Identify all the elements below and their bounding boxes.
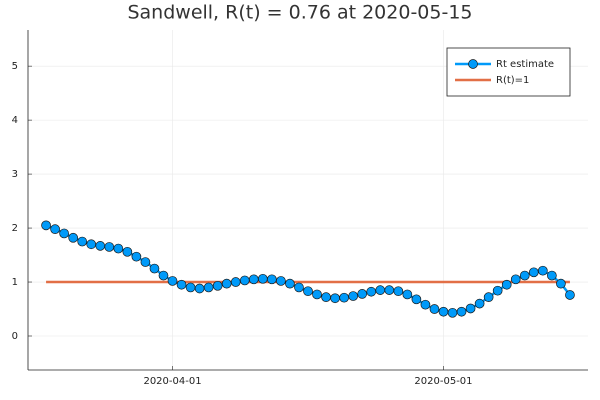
data-point (438, 306, 449, 317)
data-point (565, 290, 575, 300)
data-point (158, 270, 169, 281)
data-point (456, 306, 467, 317)
data-point (492, 285, 503, 296)
legend-box (446, 47, 571, 97)
data-point (131, 251, 142, 262)
x-tick-label: 2020-05-01 (414, 376, 472, 387)
data-point (176, 279, 187, 290)
data-point (95, 241, 106, 251)
data-point (519, 270, 530, 281)
data-point (294, 282, 304, 293)
y-tick-label: 5 (12, 61, 18, 72)
data-point (239, 275, 250, 286)
data-point (50, 224, 60, 234)
data-point (393, 286, 404, 297)
data-point (402, 289, 413, 300)
y-tick-label: 0 (12, 331, 18, 342)
y-tick-label: 2 (12, 223, 18, 234)
data-point (339, 292, 349, 303)
data-point (194, 283, 205, 294)
data-point (41, 220, 51, 231)
y-tick-label: 4 (12, 115, 18, 126)
data-point (411, 294, 422, 305)
data-point (185, 282, 196, 293)
data-point (77, 236, 88, 247)
data-point (501, 279, 512, 290)
data-point (375, 285, 386, 295)
data-point (248, 274, 259, 285)
data-point (140, 257, 151, 267)
data-point (528, 267, 539, 278)
data-point (465, 303, 476, 314)
data-point (474, 298, 485, 309)
data-point (556, 278, 566, 289)
legend: Rt estimate R(t)=1 (446, 47, 571, 97)
data-point (285, 278, 295, 289)
data-point (366, 286, 377, 297)
data-point (203, 282, 214, 293)
data-point (59, 228, 69, 239)
data-point (303, 286, 313, 297)
data-point (429, 304, 440, 314)
chart-title: Sandwell, R(t) = 0.76 at 2020-05-15 (127, 2, 472, 24)
data-point (212, 280, 223, 291)
data-point (230, 277, 241, 287)
data-point (167, 276, 178, 286)
data-point (547, 270, 557, 281)
legend-label: Rt estimate (496, 59, 554, 70)
data-point (104, 242, 115, 252)
data-point (221, 278, 232, 289)
data-point (276, 276, 286, 286)
data-point (348, 291, 359, 301)
data-point (447, 307, 458, 318)
data-point (113, 243, 124, 254)
data-point (420, 299, 431, 310)
data-point (483, 292, 494, 302)
data-point (510, 274, 521, 285)
data-point (122, 246, 133, 257)
data-point (149, 263, 160, 274)
x-tick-label: 2020-04-01 (143, 376, 201, 387)
data-point (357, 289, 368, 299)
data-point (312, 289, 322, 300)
data-point (384, 285, 395, 295)
data-point (68, 232, 79, 243)
legend-label: R(t)=1 (496, 75, 529, 86)
data-point (257, 273, 268, 284)
data-point (537, 265, 548, 276)
legend-marker (468, 59, 478, 69)
data-point (330, 293, 340, 304)
data-point (267, 274, 277, 285)
y-tick-label: 1 (12, 277, 18, 288)
data-point (86, 239, 97, 250)
data-point (321, 292, 331, 302)
y-tick-label: 3 (12, 169, 18, 180)
